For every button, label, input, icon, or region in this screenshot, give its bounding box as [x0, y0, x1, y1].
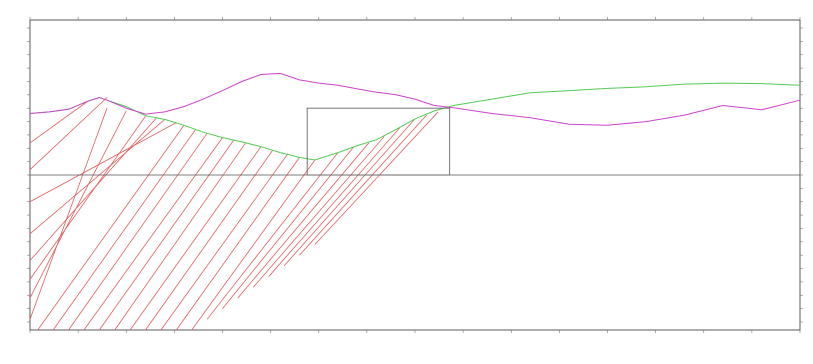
red-line-8 [37, 125, 185, 331]
red-line-1 [29, 110, 127, 299]
red-line-2 [29, 115, 146, 280]
red-line-12 [98, 139, 235, 331]
red-line-17 [175, 157, 300, 331]
red-line-0 [29, 108, 108, 320]
red-line-5 [29, 122, 177, 203]
red-line-24 [283, 118, 416, 267]
red-line-21 [237, 142, 370, 299]
red-line-9 [52, 129, 196, 331]
red-line-26 [314, 111, 439, 245]
red-line-4 [29, 119, 166, 235]
series-line-1 [29, 72, 801, 126]
red-line-23 [268, 127, 400, 277]
red-line-3 [29, 117, 158, 261]
decor-layer [30, 107, 800, 176]
red-line-14 [129, 146, 262, 331]
red-lines-layer [29, 97, 439, 331]
red-line-15 [145, 150, 273, 331]
red-line-18 [191, 159, 316, 331]
highlight-box [306, 107, 451, 176]
series-layer [29, 72, 801, 161]
red-line-11 [83, 137, 223, 331]
red-line-22 [252, 136, 385, 288]
red-line-16 [160, 153, 289, 331]
ticks-layer [27, 17, 803, 333]
red-line-10 [68, 133, 208, 331]
red-line-7 [29, 100, 88, 144]
red-line-19 [206, 152, 339, 320]
red-line-6 [29, 97, 108, 170]
red-line-13 [114, 142, 246, 331]
red-line-20 [222, 146, 354, 309]
red-line-25 [299, 114, 427, 256]
